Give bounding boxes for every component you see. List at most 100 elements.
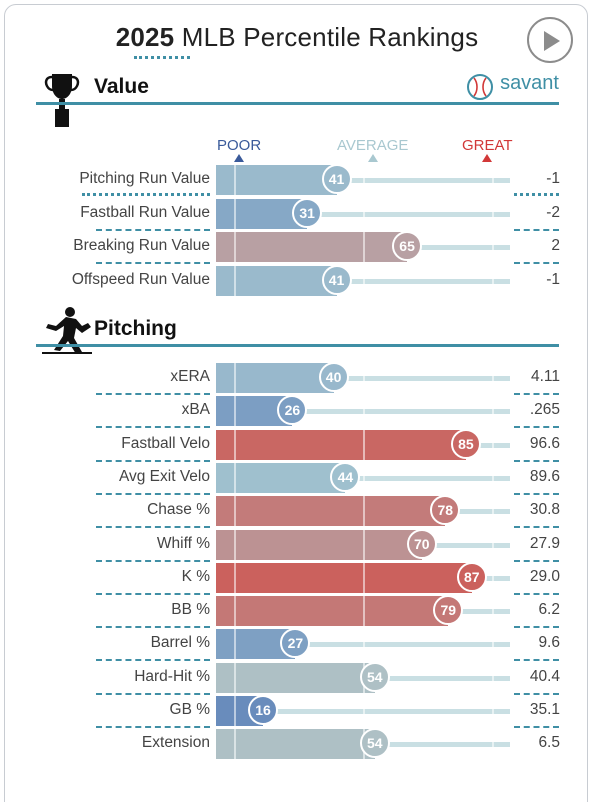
metric-row[interactable]: Fastball Run Value 31 -2: [0, 197, 594, 231]
scale-gridline: [233, 265, 236, 296]
row-divider-right: [514, 393, 559, 395]
metric-label: K %: [181, 567, 210, 585]
play-button[interactable]: [527, 17, 573, 63]
row-divider-right: [514, 626, 559, 629]
metric-row[interactable]: Offspeed Run Value 41 -1: [0, 264, 594, 297]
percentile-bubble[interactable]: 16: [248, 695, 279, 725]
scale-gridline: [492, 429, 495, 460]
percentile-bubble[interactable]: 78: [430, 495, 461, 526]
savant-label: savant: [500, 72, 559, 94]
scale-gridline: [233, 198, 236, 229]
title-year: 2025: [115, 22, 175, 52]
metric-label: Avg Exit Velo: [118, 467, 210, 485]
percentile-bar: [216, 265, 337, 296]
row-divider-left: [96, 592, 210, 595]
metric-value: 4.11: [530, 368, 560, 385]
percentile-bubble[interactable]: 41: [321, 164, 352, 194]
metric-label: xBA: [181, 401, 210, 419]
metric-row[interactable]: Hard-Hit % 54 40.4: [0, 661, 594, 695]
baseball-icon: [467, 74, 494, 100]
percentile-bubble[interactable]: 44: [330, 461, 361, 492]
percentile-bar: [216, 429, 466, 460]
scale-gridline: [233, 529, 236, 560]
scale-gridline: [492, 496, 495, 527]
row-divider-right: [514, 228, 559, 231]
percentile-bubble[interactable]: 79: [433, 595, 464, 626]
scale-gridline: [233, 596, 236, 627]
metric-row[interactable]: Avg Exit Velo 44 89.6: [0, 461, 594, 495]
metric-label: Offspeed Run Value: [71, 270, 210, 288]
percentile-bar: [216, 529, 422, 560]
row-divider-left: [96, 492, 210, 495]
metric-row[interactable]: Pitching Run Value 41 -1: [0, 163, 594, 196]
percentile-bubble[interactable]: 65: [392, 231, 423, 261]
metric-value: 40.4: [529, 667, 560, 685]
metric-value: 6.5: [538, 734, 560, 752]
metric-value: 35.1: [529, 701, 560, 718]
scale-gridline: [233, 629, 236, 660]
triangle-up-icon: [234, 154, 245, 162]
scale-poor: POOR: [217, 137, 261, 162]
pitcher-icon: [42, 307, 92, 354]
percentile-bubble[interactable]: 87: [456, 561, 487, 592]
percentile-bubble[interactable]: 70: [406, 528, 437, 559]
metric-row[interactable]: Chase % 78 30.8: [0, 494, 594, 529]
metric-row[interactable]: xERA 40 4.11: [0, 361, 594, 395]
scale-gridline: [492, 562, 495, 593]
value-section-header: Value savant: [36, 72, 559, 127]
scale-gridline: [363, 462, 365, 493]
percentile-bar: [216, 462, 346, 493]
metric-row[interactable]: K % 87 29.0: [0, 561, 594, 595]
metric-value: 9.6: [538, 634, 560, 652]
row-divider-right: [514, 459, 559, 462]
value-section-line: [36, 102, 559, 105]
percentile-bubble[interactable]: 54: [359, 728, 390, 759]
metric-label: Breaking Run Value: [73, 237, 210, 254]
title-text: MLB Percentile Rankings: [181, 22, 479, 52]
metric-value: 96.6: [529, 434, 560, 452]
scale-gridline: [492, 265, 495, 296]
scale-gridline: [363, 529, 365, 560]
metric-label: Fastball Velo: [121, 434, 210, 452]
savant-logo[interactable]: savant: [467, 72, 559, 100]
trophy-icon: [44, 74, 80, 127]
metric-row[interactable]: Extension 54 6.5: [0, 727, 594, 760]
metric-label: Extension: [141, 734, 210, 752]
row-divider-right: [514, 592, 559, 595]
metric-value: 29.0: [529, 567, 560, 585]
scale-gridline: [233, 232, 236, 262]
scale-gridline: [492, 662, 495, 693]
metric-row[interactable]: Whiff % 70 27.9: [0, 528, 594, 562]
scale-gridline: [492, 165, 495, 195]
metric-row[interactable]: Fastball Velo 85 96.6: [0, 428, 594, 462]
percentile-bar: [216, 165, 337, 195]
percentile-bubble[interactable]: 26: [277, 395, 308, 426]
metric-label: Barrel %: [150, 634, 210, 652]
metric-row[interactable]: Barrel % 27 9.6: [0, 627, 594, 662]
row-divider-left: [96, 659, 210, 662]
scale-gridline: [363, 232, 365, 262]
metric-value: -1: [546, 270, 560, 288]
metric-row[interactable]: GB % 16 35.1: [0, 694, 594, 728]
percentile-bubble[interactable]: 27: [280, 628, 311, 659]
percentile-bubble[interactable]: 54: [359, 661, 390, 692]
percentile-bubble[interactable]: 41: [321, 264, 352, 295]
row-divider-right: [514, 692, 559, 695]
scale-poor-label: POOR: [217, 137, 262, 154]
triangle-up-icon: [482, 154, 493, 162]
scale-gridline: [363, 363, 365, 393]
metric-value: -1: [546, 170, 560, 187]
percentile-bubble[interactable]: 31: [292, 197, 323, 228]
scale-gridline: [363, 696, 365, 726]
metric-row[interactable]: Breaking Run Value 65 2: [0, 230, 594, 264]
scale-gridline: [233, 396, 236, 427]
percentile-bubble[interactable]: 40: [318, 362, 349, 392]
scale-gridline: [233, 562, 236, 593]
metric-value: 27.9: [529, 534, 560, 552]
scale-gridline: [363, 562, 365, 593]
scale-gridline: [363, 596, 365, 627]
metric-row[interactable]: BB % 79 6.2: [0, 594, 594, 629]
percentile-bubble[interactable]: 85: [450, 428, 481, 459]
scale-gridline: [233, 363, 236, 393]
metric-row[interactable]: xBA 26 .265: [0, 394, 594, 429]
